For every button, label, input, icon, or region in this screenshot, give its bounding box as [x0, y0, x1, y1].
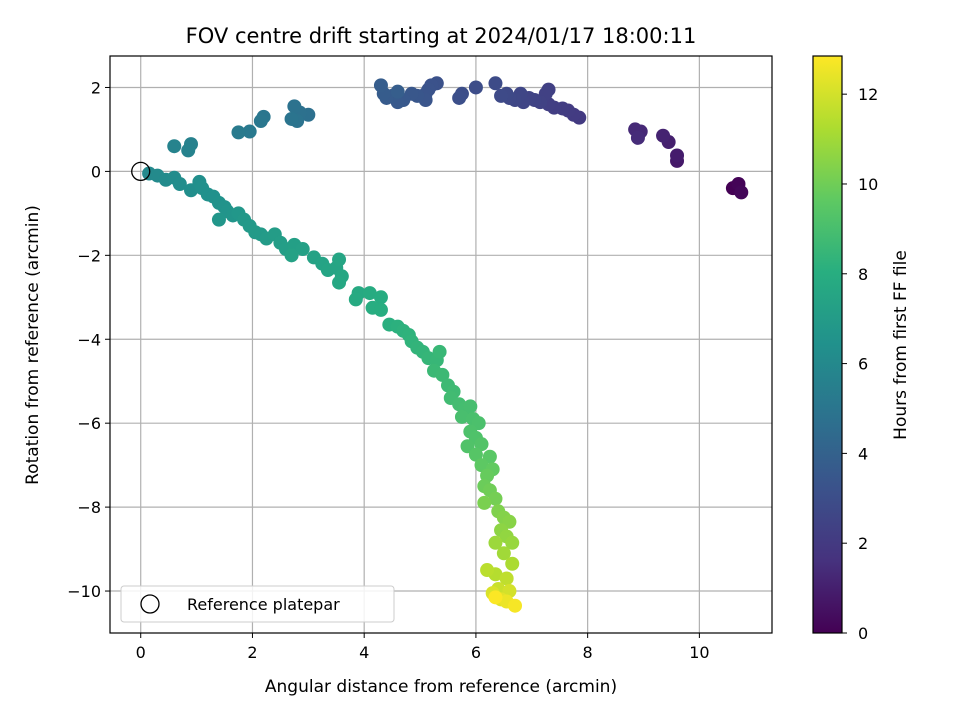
data-point [670, 148, 685, 163]
data-point [488, 590, 503, 605]
data-point [505, 556, 520, 571]
data-point [480, 563, 495, 578]
data-point [494, 88, 509, 103]
x-tick-label: 2 [247, 643, 257, 662]
data-point [253, 114, 268, 129]
data-point [454, 409, 469, 424]
legend-box [120, 585, 395, 623]
data-point [167, 139, 182, 154]
colorbar-tick-label: 2 [858, 534, 868, 553]
y-tick-label: 0 [91, 162, 101, 181]
data-point [287, 99, 302, 114]
y-axis-ticks: 2 0 −2 −4 −6 −8 −10 [67, 78, 110, 601]
data-point [656, 128, 671, 143]
data-point [477, 495, 492, 510]
legend: Reference platepar [120, 585, 395, 623]
colorbar-label: Hours from first FF file [891, 250, 911, 440]
colorbar-tick-label: 8 [858, 265, 868, 284]
data-point [432, 344, 447, 359]
x-axis-ticks: 0 2 4 6 8 10 [136, 633, 710, 662]
data-point [630, 130, 645, 145]
colorbar: 0 2 4 6 8 10 12 Hours from first FF file [812, 55, 911, 643]
data-point [284, 248, 299, 263]
data-point [181, 143, 196, 158]
y-axis-label: Rotation from reference (arcmin) [23, 205, 43, 485]
data-point [508, 598, 523, 613]
grid-lines [110, 56, 772, 633]
x-axis-label: Angular distance from reference (arcmin) [265, 677, 617, 697]
chart-title: FOV centre drift starting at 2024/01/17 … [186, 24, 697, 48]
data-point [332, 252, 347, 267]
data-point [468, 447, 483, 462]
data-point [734, 185, 749, 200]
data-point [488, 76, 503, 91]
y-tick-label: −4 [77, 330, 101, 349]
data-point [242, 124, 257, 139]
data-point [474, 437, 489, 452]
y-tick-label: −6 [77, 414, 101, 433]
colorbar-tick-label: 6 [858, 355, 868, 374]
data-point [231, 125, 246, 140]
data-point [474, 458, 489, 473]
data-point [284, 111, 299, 126]
data-point [505, 535, 520, 550]
legend-label-reference: Reference platepar [187, 595, 340, 614]
data-point [390, 84, 405, 99]
colorbar-gradient [812, 55, 843, 634]
y-tick-label: 2 [91, 78, 101, 97]
x-tick-label: 6 [471, 643, 481, 662]
data-point [373, 290, 388, 305]
reference-platepar-marker [131, 161, 151, 182]
data-point [496, 546, 511, 561]
data-point [211, 212, 226, 227]
colorbar-tick-label: 4 [858, 444, 868, 463]
data-point [435, 367, 450, 382]
colorbar-tick-label: 10 [858, 175, 878, 194]
data-point [499, 571, 514, 586]
plot-area-frame [109, 55, 773, 634]
legend-marker-reference [140, 594, 160, 614]
y-tick-label: −10 [67, 582, 101, 601]
data-point [373, 78, 388, 93]
y-tick-label: −2 [77, 246, 101, 265]
data-point [468, 80, 483, 95]
reference-marker [131, 161, 151, 182]
data-point [172, 176, 187, 191]
y-tick-label: −8 [77, 498, 101, 517]
x-tick-label: 0 [136, 643, 146, 662]
colorbar-tick-label: 12 [858, 85, 878, 104]
data-point [452, 90, 467, 105]
data-point [488, 491, 503, 506]
data-point [362, 286, 377, 301]
data-point [373, 302, 388, 317]
data-point [332, 275, 347, 290]
x-tick-label: 4 [359, 643, 369, 662]
data-point [463, 399, 478, 414]
colorbar-ticks: 0 2 4 6 8 10 12 [842, 85, 878, 643]
data-point [295, 242, 310, 257]
x-tick-label: 10 [689, 643, 709, 662]
x-tick-label: 8 [583, 643, 593, 662]
data-point [480, 468, 495, 483]
data-points [142, 76, 749, 613]
colorbar-tick-label: 0 [858, 624, 868, 643]
data-point [488, 535, 503, 550]
data-point [348, 292, 363, 307]
